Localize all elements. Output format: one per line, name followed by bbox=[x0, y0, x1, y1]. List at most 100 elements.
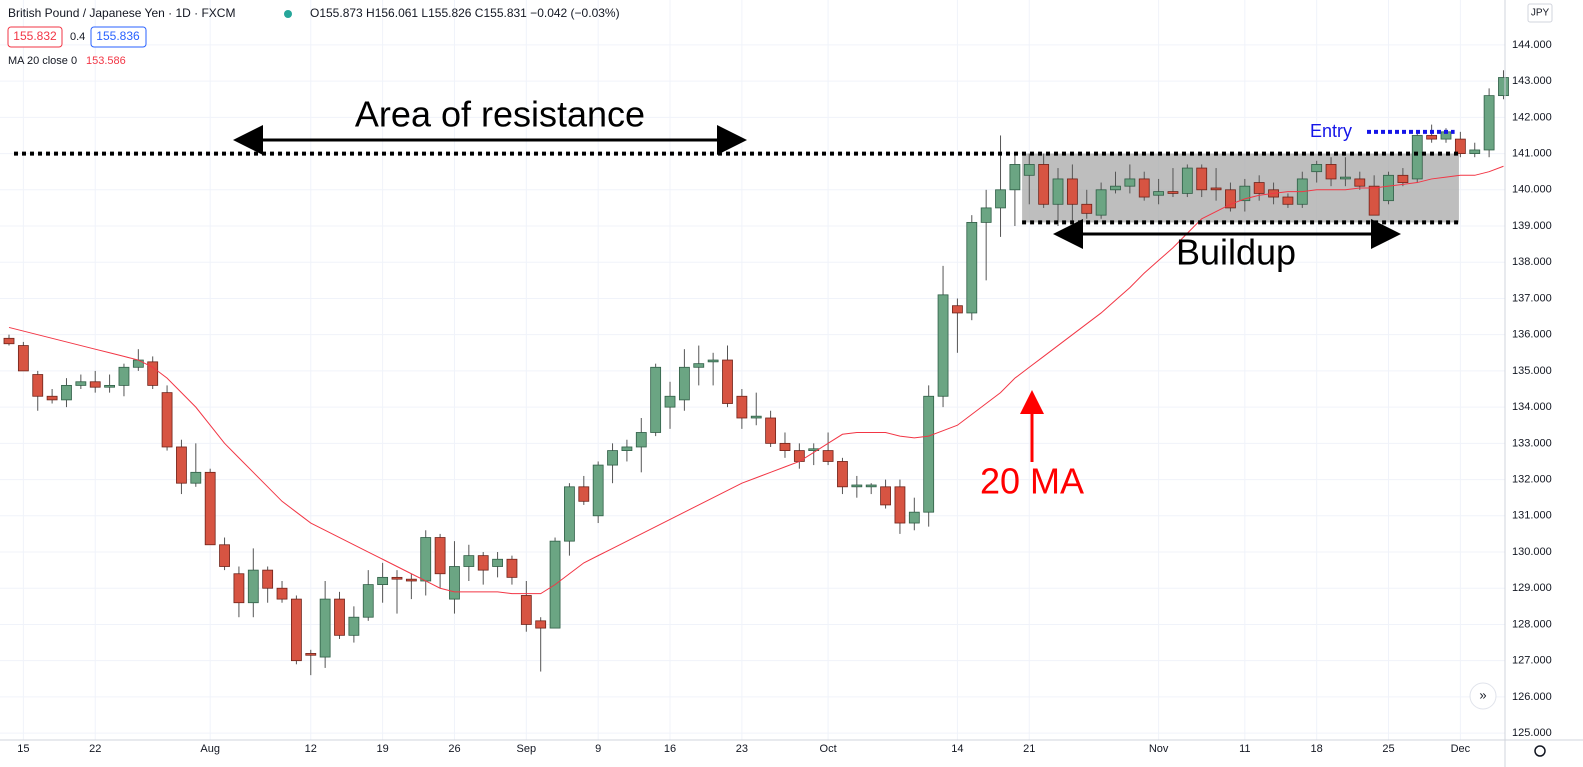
candle-body bbox=[592, 464, 604, 517]
candle-body bbox=[233, 573, 245, 604]
candle-body bbox=[779, 442, 791, 451]
y-tick-label: 126.000 bbox=[1512, 691, 1552, 703]
candle-body bbox=[966, 221, 978, 314]
candle-body bbox=[520, 595, 532, 625]
candle-body bbox=[147, 361, 159, 386]
candle-body bbox=[1325, 164, 1337, 180]
bid: 155.832 bbox=[13, 29, 57, 43]
candle-body bbox=[276, 587, 288, 600]
y-tick-label: 136.000 bbox=[1512, 329, 1552, 341]
candle-body bbox=[449, 566, 460, 600]
ask-box[interactable] bbox=[90, 26, 147, 48]
y-tick-label: 128.000 bbox=[1512, 618, 1552, 630]
x-tick-label: 9 bbox=[595, 743, 601, 755]
indicator: MA 20 close 0 bbox=[8, 55, 77, 67]
x-tick-label: 23 bbox=[736, 743, 748, 755]
candle-body bbox=[61, 384, 72, 401]
candle-body bbox=[506, 558, 518, 578]
annotation: Area of resistance bbox=[355, 94, 645, 135]
status-dot bbox=[284, 10, 292, 18]
candle-body bbox=[1383, 174, 1394, 202]
x-tick-label: Nov bbox=[1149, 743, 1169, 755]
candle-body bbox=[1225, 189, 1236, 209]
candle-body bbox=[1081, 203, 1093, 214]
candle-body bbox=[463, 555, 475, 567]
y-tick-label: 142.000 bbox=[1512, 111, 1552, 123]
candle-body bbox=[118, 366, 130, 386]
candle-body bbox=[46, 395, 58, 401]
candle-body bbox=[937, 294, 949, 397]
x-tick-label: 14 bbox=[951, 743, 963, 755]
candle-body bbox=[377, 576, 389, 586]
candle-body bbox=[607, 450, 618, 466]
candle-body bbox=[535, 620, 547, 629]
y-tick-label: 139.000 bbox=[1512, 220, 1552, 232]
y-tick-label: 138.000 bbox=[1512, 256, 1552, 268]
candle-body bbox=[578, 486, 590, 502]
candle-body bbox=[837, 461, 848, 488]
candle-body bbox=[1038, 164, 1050, 205]
indicator-value: 153.586 bbox=[86, 55, 126, 67]
candle-body bbox=[176, 446, 187, 484]
candle-body bbox=[635, 432, 647, 448]
candle-body bbox=[32, 374, 44, 397]
candle-body bbox=[247, 569, 259, 604]
y-tick-label: 137.000 bbox=[1512, 292, 1552, 304]
bid-box[interactable] bbox=[7, 26, 63, 48]
candle-body bbox=[1411, 135, 1423, 180]
candle-body bbox=[621, 446, 633, 451]
candle-body bbox=[405, 578, 417, 582]
candle-body bbox=[678, 366, 690, 401]
candle-body bbox=[492, 558, 503, 567]
ma-line bbox=[8, 165, 1504, 595]
candle-body bbox=[1426, 135, 1438, 140]
candle-body bbox=[434, 537, 446, 575]
y-tick-label: 141.000 bbox=[1512, 147, 1552, 159]
annotation: Entry bbox=[1310, 121, 1352, 141]
candle-body bbox=[1066, 178, 1078, 205]
candle-body bbox=[1340, 176, 1351, 180]
candle-body bbox=[219, 544, 230, 567]
candle-body bbox=[1196, 167, 1208, 191]
ohlc: O155.873 H156.061 L155.826 C155.831 −0.0… bbox=[310, 6, 620, 20]
candle-body bbox=[75, 381, 87, 386]
candle-body bbox=[995, 189, 1006, 209]
y-tick-label: 134.000 bbox=[1512, 401, 1552, 413]
x-tick-label: 16 bbox=[664, 743, 676, 755]
candle-body bbox=[1282, 196, 1294, 205]
candle-body bbox=[693, 363, 705, 368]
candle-body bbox=[1354, 178, 1366, 187]
x-tick-label: Oct bbox=[820, 743, 837, 755]
candle-body bbox=[980, 207, 992, 223]
x-tick-label: 25 bbox=[1382, 743, 1394, 755]
x-tick-label: 22 bbox=[89, 743, 101, 755]
candle-body bbox=[865, 484, 877, 488]
candle-body bbox=[290, 598, 302, 662]
candle-body bbox=[190, 471, 202, 484]
grid bbox=[0, 0, 1505, 740]
candle-body bbox=[1253, 182, 1265, 194]
candle-body bbox=[664, 395, 676, 408]
candle-body bbox=[1397, 174, 1409, 183]
scroll-button[interactable] bbox=[1469, 682, 1497, 710]
candle-body bbox=[477, 555, 489, 571]
annotation: Buildup bbox=[1176, 232, 1296, 273]
candle-body bbox=[1052, 178, 1064, 205]
x-tick-label: Sep bbox=[517, 743, 537, 755]
candle-body bbox=[420, 537, 432, 582]
x-tick-label: 11 bbox=[1239, 743, 1250, 755]
candle-body bbox=[17, 345, 29, 372]
x-tick-label: 18 bbox=[1311, 743, 1323, 755]
settings-icon[interactable] bbox=[1534, 745, 1546, 757]
y-tick-label: 140.000 bbox=[1512, 184, 1552, 196]
y-tick-label: 135.000 bbox=[1512, 365, 1552, 377]
candle-body bbox=[1469, 149, 1481, 154]
currency-box[interactable] bbox=[1527, 3, 1553, 23]
ask: 155.836 bbox=[96, 29, 140, 43]
currency: JPY bbox=[1531, 8, 1550, 19]
y-tick-label: 127.000 bbox=[1512, 655, 1552, 667]
candle-body bbox=[564, 486, 575, 542]
candle-body bbox=[923, 395, 935, 513]
candle-body bbox=[1124, 178, 1136, 187]
